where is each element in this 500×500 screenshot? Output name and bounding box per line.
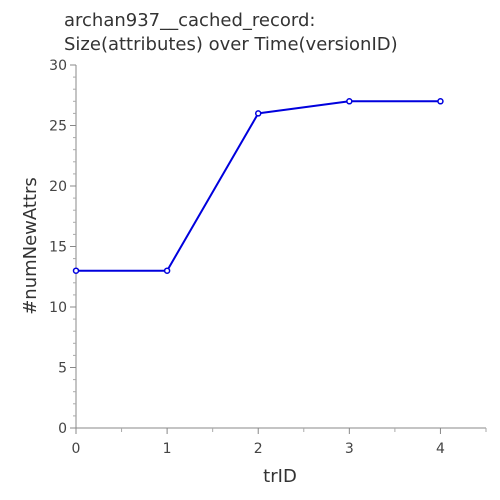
y-axis-label: #numNewAttrs: [20, 177, 41, 315]
y-tick-label: 15: [49, 240, 67, 256]
x-tick-label: 0: [72, 441, 81, 457]
x-tick-label: 4: [436, 441, 445, 457]
y-tick-label: 10: [49, 300, 67, 316]
data-point: [437, 98, 444, 105]
y-tick-label: 30: [49, 58, 67, 74]
y-tick-label: 25: [49, 119, 67, 135]
y-axis: 0 5 10 15 20 25 30: [49, 58, 77, 437]
x-tick-label: 3: [345, 441, 354, 457]
x-axis: 0 1 2 3 4: [72, 427, 487, 457]
series-line: [76, 100, 441, 272]
x-tick-label: 1: [163, 441, 172, 457]
y-tick-label: 20: [49, 179, 67, 195]
chart-title: archan937__cached_record:: [64, 10, 315, 31]
x-tick-label: 2: [254, 441, 263, 457]
x-axis-label: trID: [263, 466, 297, 487]
chart-subtitle: Size(attributes) over Time(versionID): [64, 34, 398, 55]
y-tick-label: 5: [58, 361, 67, 377]
plot-area: [72, 98, 444, 274]
y-tick-label: 0: [58, 421, 67, 437]
data-point: [163, 267, 171, 274]
data-point: [72, 267, 80, 274]
data-point: [346, 98, 353, 105]
data-point: [254, 110, 262, 117]
